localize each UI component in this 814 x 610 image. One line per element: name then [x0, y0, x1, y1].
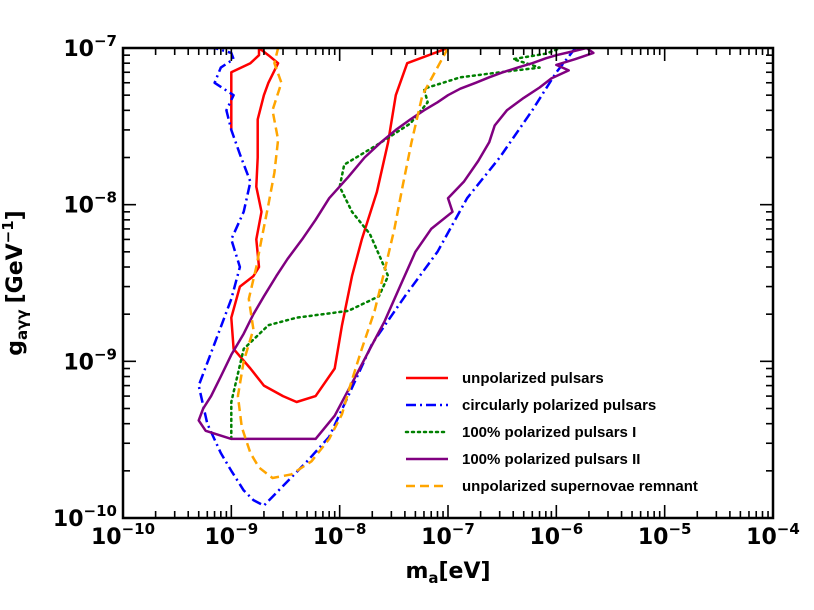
x-tick-label: 10−9: [205, 520, 259, 550]
x-tick-label: 10−7: [421, 520, 475, 550]
legend: unpolarized pulsars circularly polarized …: [404, 370, 698, 495]
y-tick-label: 10−8: [63, 189, 117, 219]
y-tick-label: 10−10: [53, 502, 117, 532]
legend-label-3: 100% polarized pulsars I: [462, 424, 636, 441]
x-tick-label: 10−5: [638, 520, 692, 550]
legend-label-1: unpolarized pulsars: [462, 370, 604, 387]
x-tick-label: 10−6: [530, 520, 584, 550]
x-tick-labels: 10−10 10−9 10−8 10−7 10−6 10−5 10−4: [91, 520, 800, 550]
legend-label-4: 100% polarized pulsars II: [462, 451, 640, 468]
series-line-2: [197, 48, 577, 507]
x-tick-label: 10−8: [313, 520, 367, 550]
plot-area: [123, 48, 773, 518]
x-tick-label: 10−10: [91, 520, 155, 550]
series-line-4: [197, 48, 595, 441]
x-axis-label: ma[eV]: [405, 559, 490, 587]
legend-label-5: unpolarized supernovae remnant: [462, 478, 698, 495]
series-line-5: [236, 48, 450, 480]
plot-frame: [121, 46, 775, 520]
legend-label-2: circularly polarized pulsars: [462, 397, 656, 414]
series-line-1: [230, 48, 449, 404]
y-tick-label: 10−9: [63, 345, 117, 375]
y-tick-label: 10−7: [63, 32, 117, 62]
x-tick-label: 10−4: [746, 520, 800, 550]
y-tick-labels: 10−10 10−9 10−8 10−7: [53, 32, 117, 532]
series-layer: [197, 48, 595, 507]
y-axis-label: gaγγ[GeV−1]: [0, 210, 31, 355]
